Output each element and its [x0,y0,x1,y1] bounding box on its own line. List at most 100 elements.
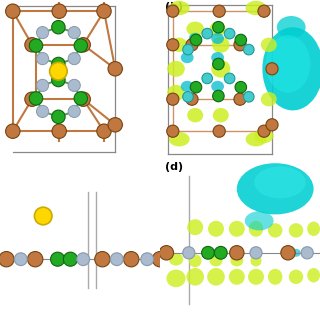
Circle shape [6,4,20,18]
Circle shape [52,20,65,34]
Circle shape [266,63,278,75]
Ellipse shape [213,108,229,122]
Ellipse shape [291,249,301,257]
Circle shape [29,92,43,105]
Circle shape [183,92,193,102]
Ellipse shape [229,269,245,285]
Circle shape [52,73,65,87]
Ellipse shape [246,1,266,15]
Ellipse shape [187,219,203,235]
Ellipse shape [210,22,226,36]
Circle shape [29,39,43,52]
Circle shape [68,105,80,117]
Ellipse shape [207,268,225,285]
Ellipse shape [230,255,243,266]
Ellipse shape [246,132,266,146]
Circle shape [68,27,80,39]
Ellipse shape [268,223,282,237]
Circle shape [258,5,270,17]
Circle shape [52,124,67,138]
Circle shape [167,39,179,51]
Ellipse shape [211,52,224,63]
Ellipse shape [245,211,274,230]
Circle shape [244,44,254,55]
Circle shape [159,246,173,260]
Ellipse shape [229,221,245,237]
Circle shape [50,62,67,80]
Ellipse shape [277,16,306,38]
Circle shape [108,61,122,76]
Circle shape [202,246,214,259]
Ellipse shape [189,33,202,44]
Ellipse shape [210,255,222,266]
Circle shape [74,92,88,105]
Circle shape [141,253,154,266]
Ellipse shape [187,108,203,122]
Ellipse shape [261,38,277,52]
Circle shape [74,39,88,52]
Circle shape [235,81,247,93]
Circle shape [108,118,122,132]
Circle shape [36,79,49,92]
Circle shape [186,39,198,51]
Ellipse shape [262,27,320,110]
Circle shape [230,246,244,260]
Circle shape [213,21,224,33]
Circle shape [234,39,246,51]
Ellipse shape [189,254,202,267]
Circle shape [214,246,227,259]
Circle shape [35,207,52,225]
Ellipse shape [169,1,189,15]
Circle shape [190,81,202,93]
Ellipse shape [261,92,277,106]
Circle shape [36,52,49,65]
Ellipse shape [171,38,187,52]
Ellipse shape [186,22,204,36]
Ellipse shape [167,61,185,77]
Circle shape [110,253,123,266]
Circle shape [28,252,43,267]
Ellipse shape [307,221,320,236]
Circle shape [25,38,39,52]
Circle shape [36,105,49,117]
Circle shape [68,79,80,92]
Ellipse shape [181,52,194,63]
Circle shape [77,253,90,266]
Ellipse shape [266,35,310,93]
Ellipse shape [211,81,224,92]
Circle shape [95,252,110,267]
Ellipse shape [237,163,314,214]
Circle shape [266,119,278,131]
Circle shape [213,90,224,102]
Circle shape [224,28,235,39]
Ellipse shape [289,269,303,284]
Circle shape [281,246,295,260]
Circle shape [52,110,65,124]
Circle shape [167,125,179,137]
Circle shape [167,5,179,17]
Ellipse shape [208,221,224,237]
Circle shape [0,252,14,267]
Circle shape [235,34,247,46]
Circle shape [224,73,235,84]
Circle shape [167,93,179,105]
Circle shape [258,125,270,137]
Ellipse shape [289,223,303,237]
Circle shape [213,5,225,17]
Ellipse shape [166,269,186,287]
Circle shape [234,93,246,105]
Circle shape [97,124,111,138]
Circle shape [68,52,80,65]
Circle shape [36,27,49,39]
Ellipse shape [169,132,189,146]
Circle shape [202,28,212,39]
Ellipse shape [307,268,320,282]
Circle shape [76,92,91,106]
Circle shape [152,252,168,267]
Circle shape [52,57,65,71]
Circle shape [190,34,202,46]
Circle shape [6,124,20,138]
Circle shape [183,247,195,259]
Ellipse shape [251,249,261,257]
Circle shape [51,252,65,266]
